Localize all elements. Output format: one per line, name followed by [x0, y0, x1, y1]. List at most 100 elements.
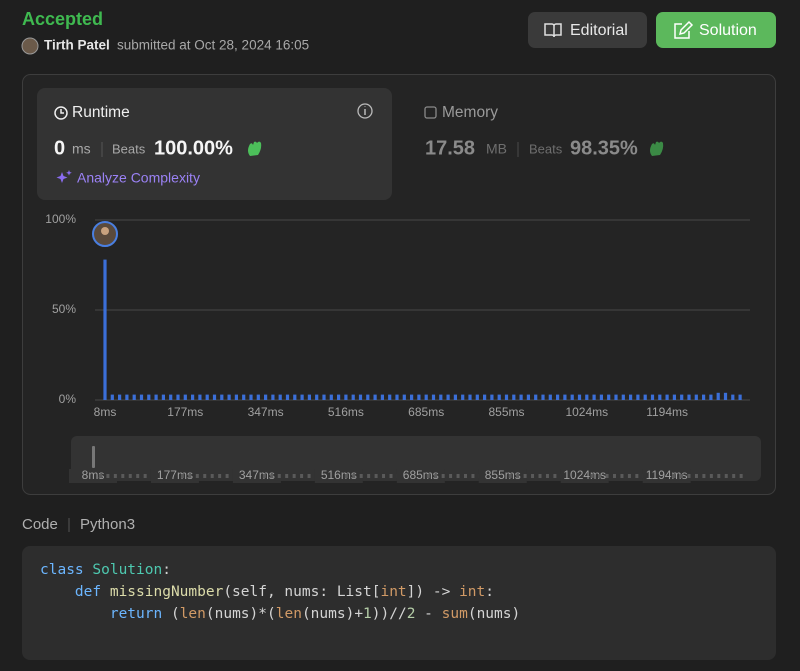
bar	[629, 394, 633, 400]
slider-bar	[545, 474, 549, 478]
bar	[344, 394, 348, 400]
code-lines: class Solution: def missingNumber(self, …	[40, 562, 520, 622]
slider-bar	[516, 474, 520, 478]
memory-beats: 98.35%	[570, 137, 638, 159]
slider-bar	[389, 474, 393, 478]
code-token: (	[162, 606, 179, 622]
bar	[672, 394, 676, 400]
code-token: 2	[407, 606, 416, 622]
code-block	[22, 546, 776, 660]
code-token: int	[459, 584, 485, 600]
slider-bar	[292, 474, 296, 478]
slider-bar	[367, 474, 371, 478]
x-tick-label: 1194ms	[646, 405, 688, 419]
memory-title[interactable]: Memory	[442, 104, 498, 121]
x-tick-label: 347ms	[248, 405, 284, 419]
slider-bar	[262, 474, 266, 478]
y-tick-label: 50%	[52, 302, 76, 316]
slider-bar	[553, 474, 557, 478]
bar	[556, 394, 560, 400]
bar	[497, 394, 501, 400]
bar	[205, 394, 209, 400]
slider-bar	[613, 474, 616, 478]
bar	[132, 394, 136, 400]
bar	[278, 394, 282, 400]
bar	[541, 394, 545, 400]
bar	[191, 394, 195, 400]
slider-bar	[344, 474, 348, 478]
user-name[interactable]: Tirth Patel	[44, 38, 110, 53]
submitted-at: submitted at Oct 28, 2024 16:05	[117, 38, 309, 53]
solution-label[interactable]: Solution	[699, 22, 757, 39]
bar	[731, 394, 735, 400]
bar	[534, 394, 538, 400]
slider-bar	[598, 474, 602, 478]
bar	[410, 394, 414, 400]
slider-bar	[702, 474, 706, 478]
edit-icon	[674, 20, 694, 39]
bar	[249, 394, 253, 400]
bar	[351, 394, 355, 400]
bar	[519, 394, 523, 400]
bar	[358, 394, 363, 400]
slider-tick-label: 855ms	[485, 468, 521, 482]
slider-bar	[382, 474, 386, 478]
slider-bar	[300, 474, 304, 478]
bar	[322, 394, 326, 400]
bar	[592, 394, 596, 400]
slider-bar	[724, 474, 728, 478]
code-token: :	[162, 562, 171, 578]
editorial-button[interactable]	[528, 12, 647, 48]
book-icon	[544, 23, 562, 38]
runtime-chart: 0% 50% 100% 8ms 177ms 347ms 516ms 685ms 855ms 102…	[45, 212, 750, 419]
slider-bar	[627, 474, 631, 478]
x-tick-label: 8ms	[94, 405, 117, 419]
bar	[461, 394, 465, 400]
bar	[227, 394, 231, 400]
bar	[366, 394, 370, 400]
label-bg	[314, 469, 363, 483]
bar	[285, 394, 290, 400]
bar	[395, 394, 399, 400]
bar	[643, 394, 647, 400]
bar	[680, 394, 684, 400]
slider-bar	[605, 474, 609, 478]
slider-tick-label: 347ms	[239, 468, 275, 482]
slider-bar	[694, 474, 698, 478]
slider-bar	[277, 474, 281, 478]
bar	[161, 394, 165, 400]
runtime-card[interactable]	[37, 88, 392, 200]
bar	[234, 394, 238, 400]
slider-bar	[128, 474, 132, 478]
code-label: Code	[22, 516, 58, 533]
slider-bars: 8ms 177ms 347ms 516ms 685ms 855ms 1024ms 1194ms	[69, 468, 743, 483]
bar	[468, 394, 472, 400]
bar	[716, 392, 720, 400]
bar	[380, 394, 384, 400]
info-icon[interactable]	[357, 103, 373, 119]
bar	[548, 394, 552, 400]
analyze-complexity[interactable]: Analyze Complexity	[77, 170, 200, 186]
bar	[198, 394, 202, 400]
slider-handle[interactable]	[92, 446, 95, 468]
slider-bar	[225, 474, 229, 478]
slider-bar	[426, 474, 430, 478]
bar	[147, 394, 151, 400]
bar	[417, 394, 421, 400]
bar	[110, 394, 114, 400]
bar	[424, 394, 428, 400]
bar	[607, 394, 611, 400]
slider-bar	[143, 474, 147, 478]
slider-bar	[717, 474, 721, 478]
bar	[103, 259, 107, 400]
bar	[709, 394, 713, 400]
clap-icon	[650, 141, 664, 156]
solution-button[interactable]	[656, 12, 776, 48]
bar	[256, 394, 260, 400]
editorial-label[interactable]: Editorial	[570, 22, 628, 39]
code-token: :	[485, 584, 494, 600]
slider-bar	[113, 474, 117, 478]
bar	[665, 394, 669, 400]
code-token: ))//	[372, 606, 407, 622]
bar	[526, 394, 530, 400]
